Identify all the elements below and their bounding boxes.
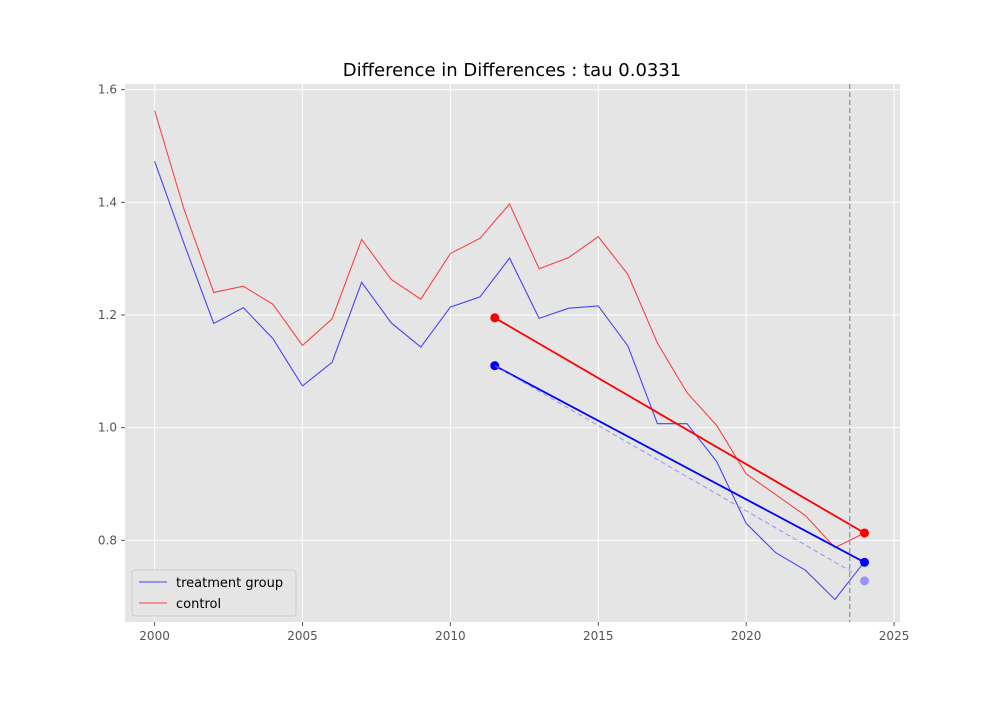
series-line-treatment (154, 160, 865, 601)
y-tick-label: 1.6 (98, 83, 117, 97)
plot-area (125, 84, 900, 622)
treatment-trend-line (494, 364, 865, 564)
y-axis-ticks: 0.8 1.0 1.2 1.4 1.6 (98, 83, 125, 547)
x-tick-label: 2000 (139, 629, 170, 643)
control-post-point (860, 528, 870, 538)
y-tick-label: 1.4 (98, 195, 117, 209)
grid-lines (125, 84, 900, 622)
y-tick-label: 1.2 (98, 308, 117, 322)
series-lines (154, 110, 865, 601)
x-tick-label: 2010 (435, 629, 466, 643)
legend: treatment group control (131, 569, 297, 617)
x-tick-label: 2005 (287, 629, 318, 643)
series-line-control (154, 110, 865, 549)
y-tick-label: 0.8 (98, 533, 117, 547)
chart-title: Difference in Differences : tau 0.0331 (343, 60, 682, 81)
counterfactual-trend-line (494, 365, 856, 575)
diff-lines (490, 84, 870, 622)
x-axis-ticks: 2000 2005 2010 2015 2020 2025 (139, 622, 909, 643)
counterfactual-point (860, 576, 870, 586)
treatment-post-point (860, 557, 870, 567)
legend-label-control: control (176, 597, 221, 612)
control-pre-point (490, 313, 500, 323)
legend-box (131, 569, 297, 617)
x-tick-label: 2025 (879, 629, 910, 643)
x-tick-label: 2020 (731, 629, 762, 643)
control-trend-line (494, 317, 865, 534)
x-tick-label: 2015 (583, 629, 614, 643)
y-tick-label: 1.0 (98, 421, 117, 435)
legend-label-treatment: treatment group (176, 576, 283, 591)
